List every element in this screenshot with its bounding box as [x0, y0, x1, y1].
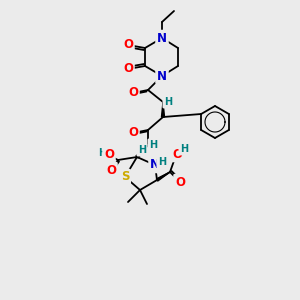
Text: O: O	[123, 38, 133, 52]
Text: N: N	[150, 158, 160, 172]
Text: O: O	[175, 176, 185, 188]
Polygon shape	[156, 172, 170, 181]
Text: H: H	[138, 145, 146, 155]
Text: N: N	[157, 70, 167, 83]
Text: O: O	[172, 148, 182, 160]
Text: H: H	[158, 157, 166, 167]
Text: O: O	[104, 148, 114, 160]
Text: H: H	[149, 140, 157, 150]
Text: H: H	[98, 148, 106, 158]
Text: H: H	[164, 97, 172, 107]
Text: O: O	[106, 164, 116, 176]
Text: O: O	[128, 127, 138, 140]
Text: H: H	[180, 144, 188, 154]
Text: O: O	[128, 86, 138, 100]
Polygon shape	[136, 145, 148, 158]
Text: O: O	[123, 62, 133, 76]
Polygon shape	[161, 102, 164, 117]
Text: N: N	[157, 32, 167, 44]
Text: S: S	[121, 170, 129, 184]
